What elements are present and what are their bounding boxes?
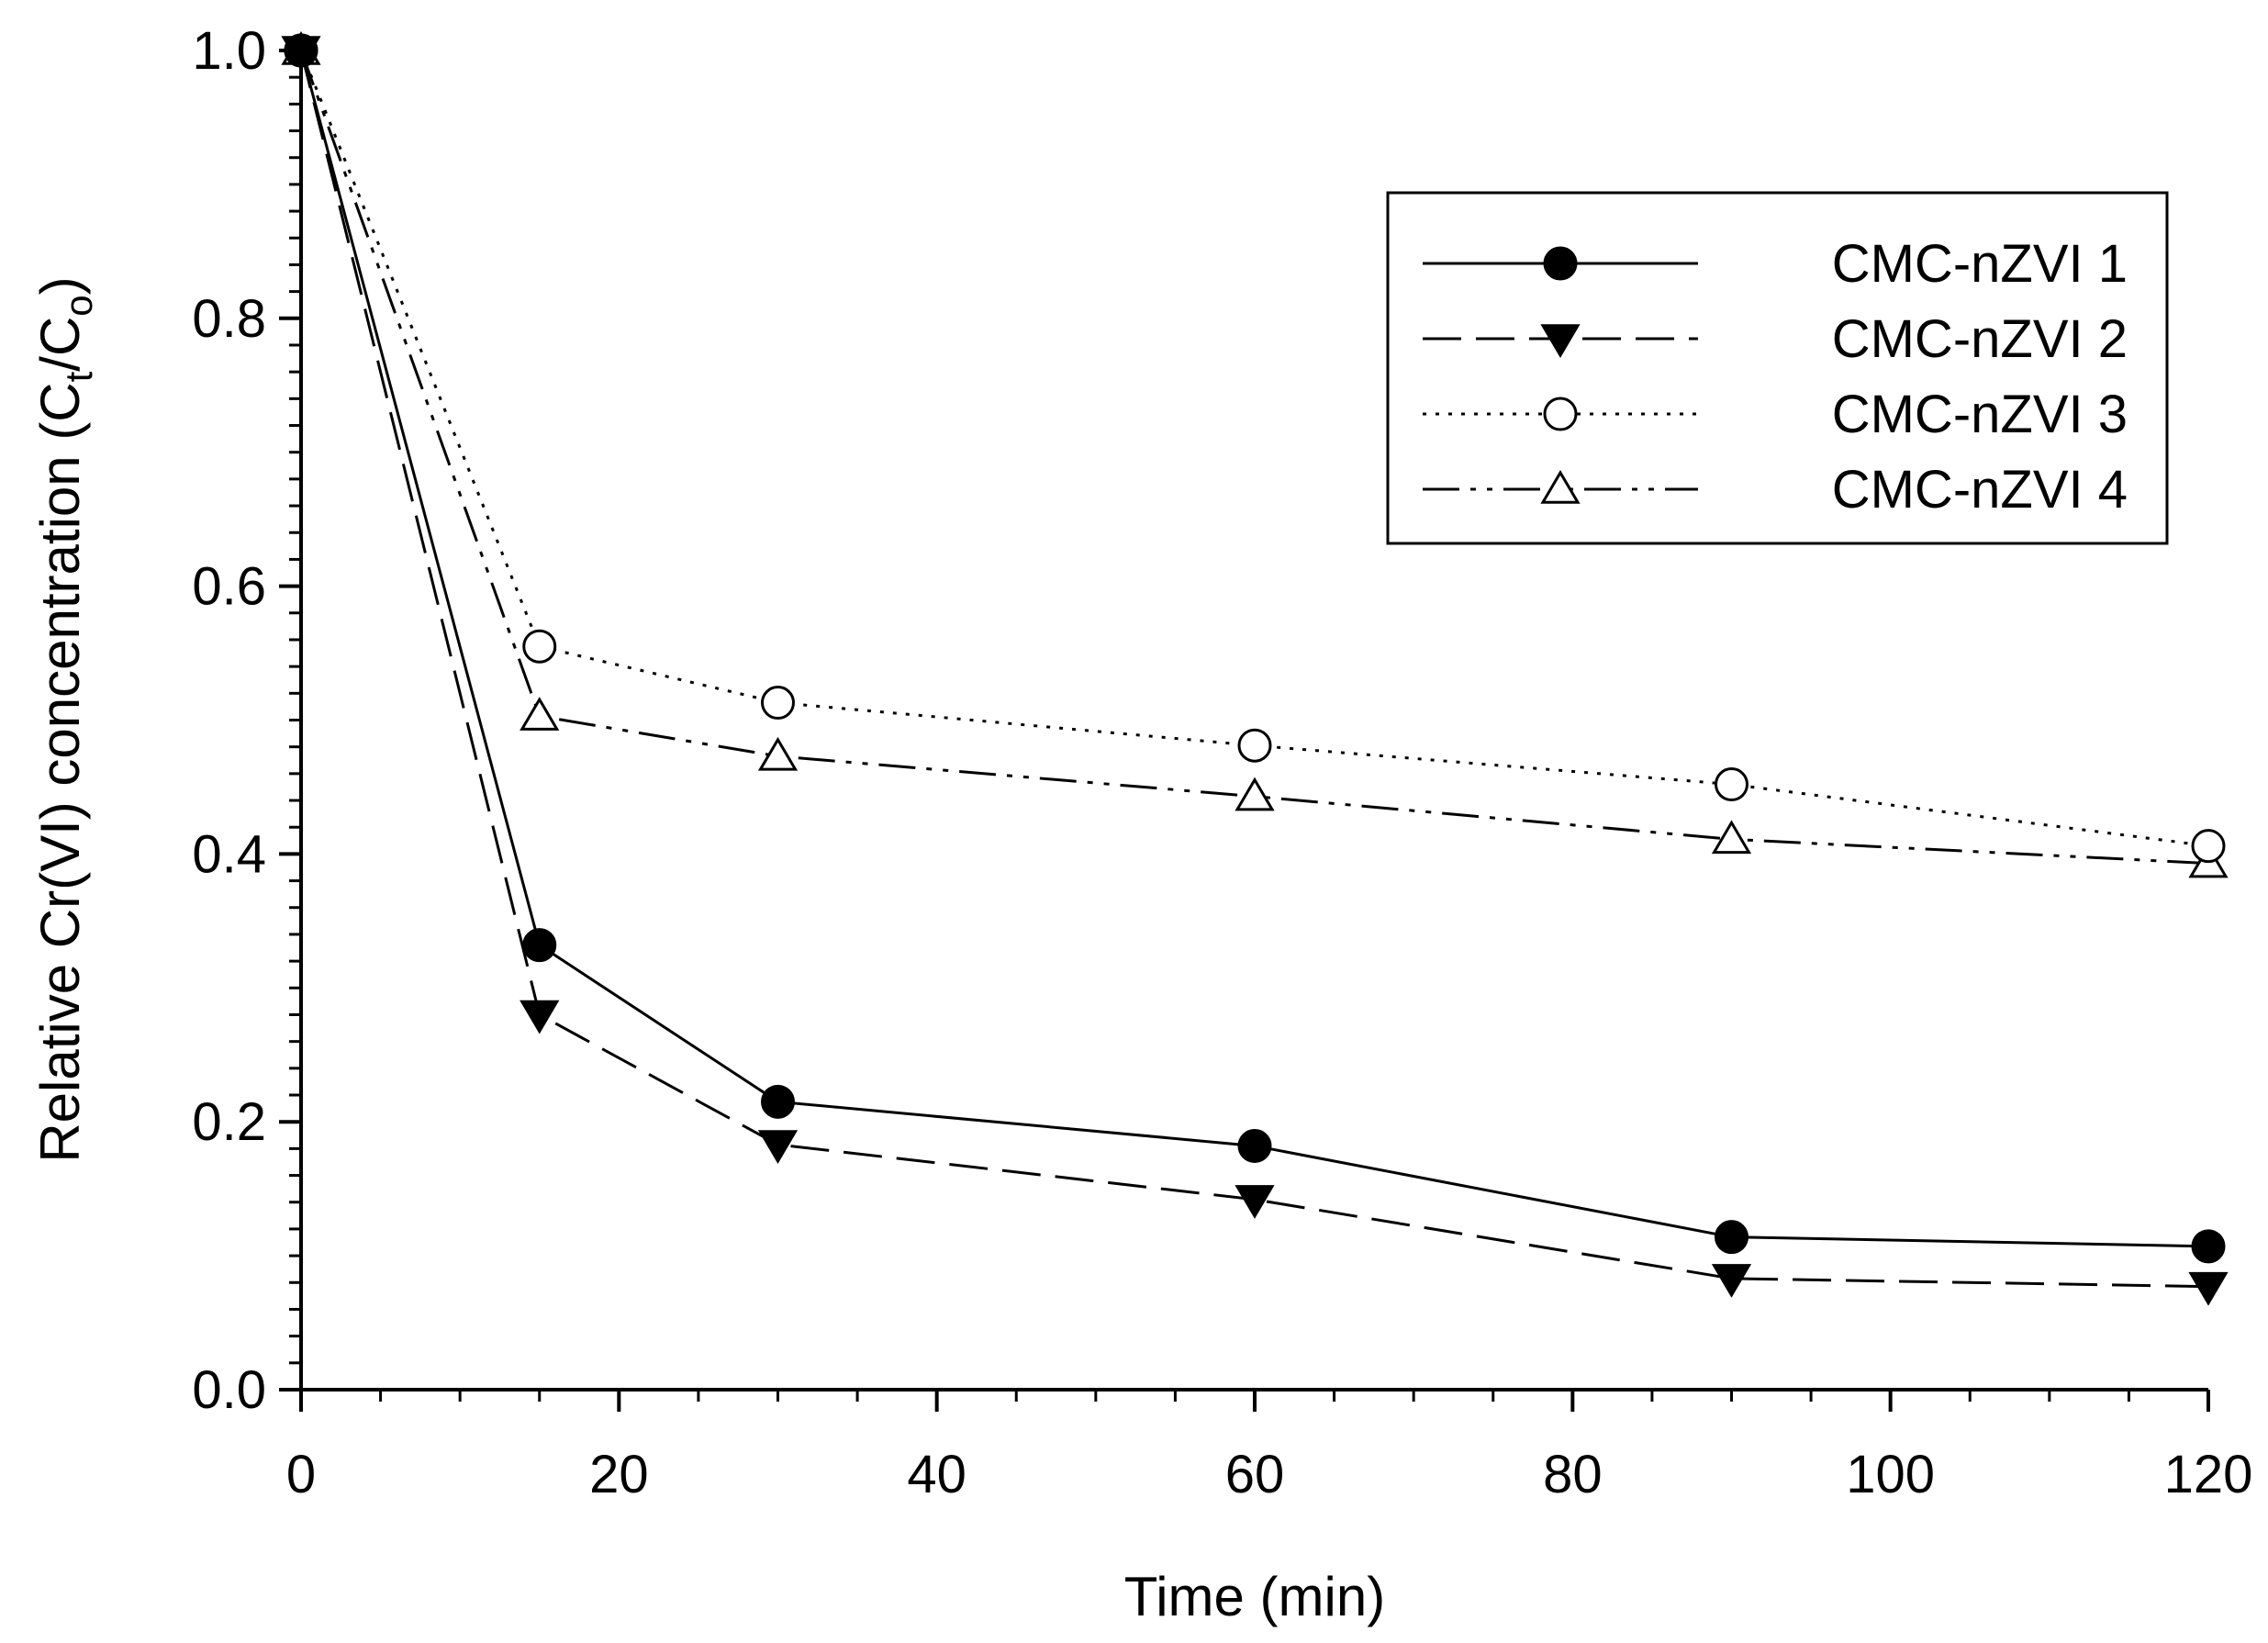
x-tick-label: 0	[286, 1445, 316, 1504]
series-1-point	[1237, 1128, 1272, 1163]
y-tick-label: 1.0	[192, 21, 266, 81]
legend-label: CMC-nZVI 1	[1832, 234, 2128, 294]
legend-marker	[1540, 324, 1581, 359]
series-1-point	[2191, 1229, 2226, 1264]
series-group	[281, 30, 2229, 1306]
y-axis-title-end: )	[29, 276, 91, 295]
y-tick-label: 0.0	[192, 1360, 266, 1420]
y-tick-label: 0.6	[192, 557, 266, 617]
y-tick-label: 0.8	[192, 289, 266, 349]
legend-box	[1386, 191, 2169, 545]
series-1-point	[522, 928, 557, 963]
y-tick-label: 0.4	[192, 824, 266, 884]
legend-label: CMC-nZVI 4	[1832, 460, 2128, 520]
y-axis-title-sub-o: o	[57, 295, 100, 316]
series-4-point	[520, 697, 560, 731]
y-axis-title-sub-t: t	[57, 371, 100, 382]
series-1-point	[284, 33, 318, 68]
y-axis-title-main: Relative Cr(VI) concentration (C	[29, 382, 91, 1162]
series-4-point	[757, 736, 799, 771]
y-tick-label: 0.2	[192, 1092, 266, 1152]
legend-label: CMC-nZVI 3	[1832, 385, 2128, 444]
x-tick-label: 40	[907, 1445, 966, 1504]
x-tick-label: 80	[1543, 1445, 1603, 1504]
series-3-point	[522, 629, 557, 664]
series-3-point	[1237, 728, 1272, 763]
series-1	[284, 33, 2226, 1264]
x-tick-label: 60	[1225, 1445, 1285, 1504]
series-3-point	[1715, 767, 1748, 802]
series-3-point	[761, 686, 795, 721]
series-2-point	[520, 1000, 560, 1034]
series-3-point	[2191, 829, 2226, 864]
y-axis-title-middle: /C	[29, 317, 91, 372]
legend-marker	[1540, 469, 1581, 504]
series-2-point	[757, 1130, 799, 1165]
series-4-point	[1711, 820, 1752, 855]
legend-marker	[1543, 246, 1578, 281]
legend-label: CMC-nZVI 2	[1832, 309, 2128, 369]
series-4-point	[1235, 777, 1275, 811]
series-2-line	[299, 50, 2209, 1289]
x-tick-label: 120	[2164, 1445, 2253, 1504]
legend-marker	[1543, 397, 1578, 431]
y-axis-title: Relative Cr(VI) concentration (Ct/Co)	[29, 276, 100, 1162]
series-2-point	[1235, 1185, 1275, 1219]
series-1-point	[761, 1084, 795, 1119]
series-2-point	[1711, 1264, 1752, 1298]
legend: CMC-nZVI 1 CMC-nZVI 2 CMC-nZVI 3 CMC-nZVI 4	[1386, 191, 2169, 545]
x-tick-label: 20	[589, 1445, 649, 1504]
x-tick-label: 100	[1846, 1445, 1935, 1504]
series-2-point	[2188, 1271, 2229, 1306]
series-3	[284, 33, 2226, 864]
x-axis-title: Time (min)	[1124, 1566, 1385, 1627]
series-1-line	[299, 50, 2209, 1248]
series-4-line	[299, 50, 2209, 866]
series-1-point	[1715, 1220, 1748, 1255]
ticks: 0 20 40 60 80 100 120 0.0 0.2 0.4 0.6 0.8 1.0	[192, 21, 2252, 1504]
